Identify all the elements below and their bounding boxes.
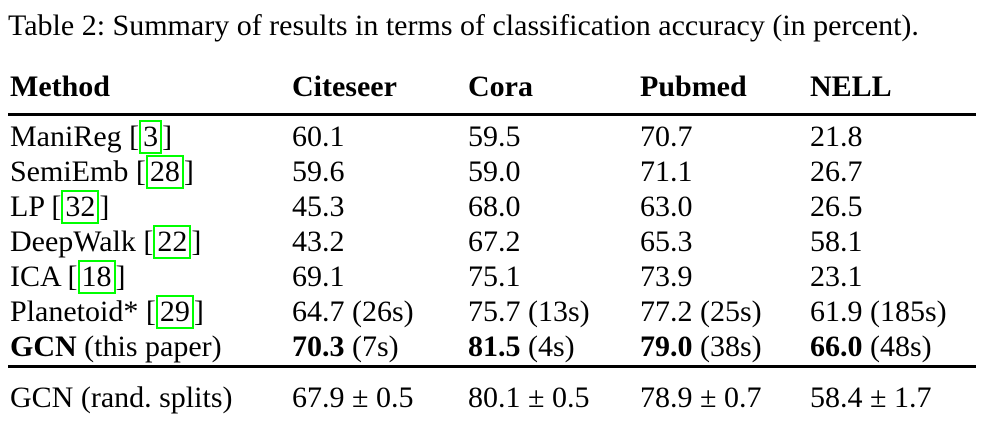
method-name: ManiReg bbox=[10, 120, 130, 153]
citeseer-value: 67.9 ± 0.5 bbox=[292, 381, 414, 414]
nell-value: 23.1 bbox=[810, 260, 863, 293]
bracket-open: [ bbox=[145, 295, 156, 328]
citeseer-value: 64.7 (26s) bbox=[292, 295, 414, 328]
citation-link[interactable]: 18 bbox=[77, 260, 116, 294]
citation-link[interactable]: 29 bbox=[155, 295, 194, 329]
method-name: Planetoid* bbox=[10, 295, 146, 328]
cora-value: 59.5 bbox=[468, 120, 521, 153]
method-cell: Planetoid* [29] bbox=[8, 294, 288, 329]
bracket-close: ] bbox=[162, 120, 173, 153]
runtime: (7s) bbox=[344, 330, 399, 363]
cora-value: 67.2 bbox=[468, 225, 521, 258]
method-name: LP bbox=[10, 190, 52, 223]
pubmed-value: 77.2 (25s) bbox=[640, 295, 762, 328]
table-caption: Table 2: Summary of results in terms of … bbox=[8, 9, 919, 42]
nell-value: 21.8 bbox=[810, 120, 863, 153]
cora-value: 68.0 bbox=[468, 190, 521, 223]
citeseer-value: 69.1 bbox=[292, 260, 345, 293]
table-row-planetoid: Planetoid* [29] 64.7 (26s) 75.7 (13s) 77… bbox=[8, 294, 976, 329]
table-row-gcn-rand-splits: GCN (rand. splits) 67.9 ± 0.5 80.1 ± 0.5… bbox=[8, 365, 976, 421]
pubmed-value: 65.3 bbox=[640, 225, 693, 258]
nell-value: 26.5 bbox=[810, 190, 863, 223]
nell-value: 26.7 bbox=[810, 155, 863, 188]
pubmed-value: 79.0 (38s) bbox=[636, 329, 806, 364]
runtime: (4s) bbox=[520, 330, 575, 363]
citation-link[interactable]: 32 bbox=[61, 190, 100, 224]
bracket-open: [ bbox=[129, 120, 140, 153]
bracket-open: [ bbox=[67, 260, 78, 293]
method-name: SemiEmb bbox=[10, 155, 136, 188]
pubmed-value: 70.7 bbox=[640, 120, 693, 153]
table-row-manireg: ManiReg [3] 60.1 59.5 70.7 21.8 bbox=[8, 119, 976, 154]
bracket-open: [ bbox=[143, 225, 154, 258]
pubmed-value: 73.9 bbox=[640, 260, 693, 293]
column-header-method: Method bbox=[10, 70, 110, 103]
accuracy-bold: 66.0 bbox=[810, 330, 863, 363]
nell-value: 58.4 ± 1.7 bbox=[810, 381, 932, 414]
method-name: DeepWalk bbox=[10, 225, 144, 258]
table-row-deepwalk: DeepWalk [22] 43.2 67.2 65.3 58.1 bbox=[8, 224, 976, 259]
table-row-semiemb: SemiEmb [28] 59.6 59.0 71.1 26.7 bbox=[8, 154, 976, 189]
table-row-gcn: GCN (this paper) 70.3 (7s) 81.5 (4s) 79.… bbox=[8, 329, 976, 364]
pubmed-value: 78.9 ± 0.7 bbox=[640, 381, 762, 414]
nell-value: 58.1 bbox=[810, 225, 863, 258]
cora-value: 80.1 ± 0.5 bbox=[468, 381, 590, 414]
accuracy-bold: 79.0 bbox=[640, 330, 693, 363]
method-name-bold: GCN bbox=[10, 330, 77, 363]
bracket-open: [ bbox=[135, 155, 146, 188]
results-table: Method Citeseer Cora Pubmed NELL ManiReg… bbox=[8, 44, 976, 421]
method-cell: GCN (this paper) bbox=[8, 329, 288, 364]
method-cell: LP [32] bbox=[8, 189, 288, 224]
bracket-close: ] bbox=[193, 295, 204, 328]
nell-value: 61.9 (185s) bbox=[810, 295, 947, 328]
column-header-nell: NELL bbox=[810, 70, 892, 103]
table-row-ica: ICA [18] 69.1 75.1 73.9 23.1 bbox=[8, 259, 976, 294]
table-header-row: Method Citeseer Cora Pubmed NELL bbox=[8, 44, 976, 116]
bracket-close: ] bbox=[191, 225, 202, 258]
bracket-close: ] bbox=[99, 190, 110, 223]
table-row-lp: LP [32] 45.3 68.0 63.0 26.5 bbox=[8, 189, 976, 224]
method-name: ICA bbox=[10, 260, 68, 293]
runtime: (48s) bbox=[862, 330, 932, 363]
table-body: ManiReg [3] 60.1 59.5 70.7 21.8 SemiEmb … bbox=[8, 116, 976, 364]
column-header-pubmed: Pubmed bbox=[640, 70, 747, 103]
method-cell: ManiReg [3] bbox=[8, 119, 288, 154]
column-header-citeseer: Citeseer bbox=[292, 70, 397, 103]
pubmed-value: 63.0 bbox=[640, 190, 693, 223]
nell-value: 66.0 (48s) bbox=[806, 329, 976, 364]
citation-link[interactable]: 3 bbox=[139, 120, 163, 154]
method-name-rest: (this paper) bbox=[76, 330, 222, 363]
method-cell: ICA [18] bbox=[8, 259, 288, 294]
citeseer-value: 59.6 bbox=[292, 155, 345, 188]
bracket-close: ] bbox=[115, 260, 126, 293]
citation-link[interactable]: 28 bbox=[145, 155, 184, 189]
pubmed-value: 71.1 bbox=[640, 155, 693, 188]
citeseer-value: 43.2 bbox=[292, 225, 345, 258]
citation-link[interactable]: 22 bbox=[153, 225, 192, 259]
bracket-open: [ bbox=[51, 190, 62, 223]
method-cell: GCN (rand. splits) bbox=[10, 381, 233, 414]
method-cell: DeepWalk [22] bbox=[8, 224, 288, 259]
column-header-cora: Cora bbox=[468, 70, 533, 103]
cora-value: 75.1 bbox=[468, 260, 521, 293]
bracket-close: ] bbox=[183, 155, 194, 188]
cora-value: 59.0 bbox=[468, 155, 521, 188]
accuracy-bold: 70.3 bbox=[292, 330, 345, 363]
citeseer-value: 60.1 bbox=[292, 120, 345, 153]
cora-value: 75.7 (13s) bbox=[468, 295, 590, 328]
cora-value: 81.5 (4s) bbox=[464, 329, 636, 364]
accuracy-bold: 81.5 bbox=[468, 330, 521, 363]
runtime: (38s) bbox=[692, 330, 762, 363]
citeseer-value: 70.3 (7s) bbox=[288, 329, 464, 364]
method-cell: SemiEmb [28] bbox=[8, 154, 288, 189]
citeseer-value: 45.3 bbox=[292, 190, 345, 223]
